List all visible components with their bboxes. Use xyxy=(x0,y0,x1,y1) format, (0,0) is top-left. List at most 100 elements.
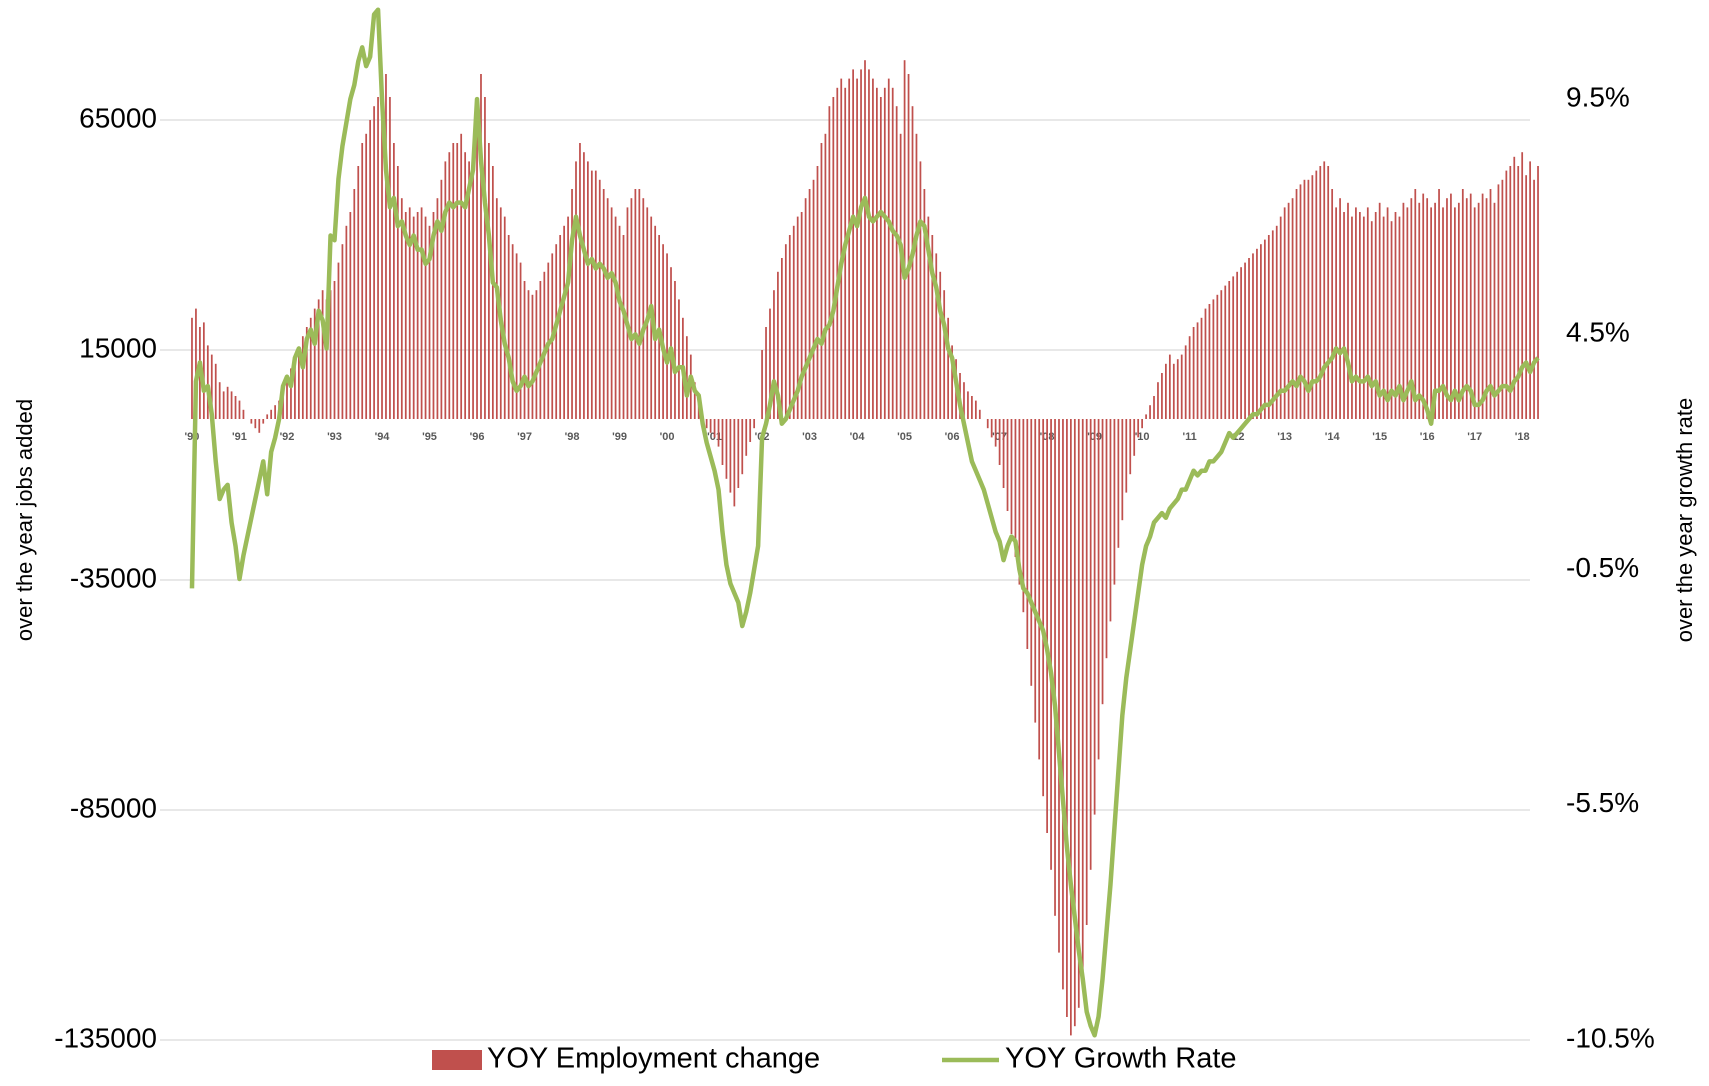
bar xyxy=(1414,189,1417,419)
bar xyxy=(1362,216,1365,419)
bar xyxy=(1311,175,1314,419)
bar xyxy=(978,409,981,419)
x-tick-label: '93 xyxy=(327,431,342,443)
bar xyxy=(1271,230,1274,419)
bar xyxy=(753,419,756,429)
bar xyxy=(1240,267,1242,419)
bar xyxy=(1093,419,1096,815)
bar xyxy=(309,317,312,419)
bar xyxy=(816,166,819,419)
bar xyxy=(583,152,585,419)
bar xyxy=(998,419,1001,465)
bar xyxy=(1069,419,1072,1036)
bar xyxy=(1275,225,1278,419)
bar xyxy=(848,78,851,419)
y-tick-label: -85000 xyxy=(70,792,157,823)
bar xyxy=(1394,212,1397,419)
bar xyxy=(1263,239,1266,419)
y2-tick-label: 9.5% xyxy=(1566,81,1630,112)
bar xyxy=(1382,216,1385,419)
bar xyxy=(1141,419,1143,429)
bar xyxy=(1018,419,1021,585)
bar xyxy=(341,244,344,419)
bar xyxy=(1339,198,1341,419)
y-tick-label: 65000 xyxy=(79,102,157,133)
y-tick-label: -135000 xyxy=(54,1022,157,1053)
bar xyxy=(1398,216,1401,419)
bar xyxy=(1355,207,1357,419)
bar xyxy=(222,391,225,419)
bar xyxy=(614,216,617,419)
bar xyxy=(939,271,942,419)
bar xyxy=(1204,308,1207,419)
bar xyxy=(626,207,629,419)
bar xyxy=(531,294,534,419)
bar xyxy=(357,166,360,419)
legend-swatch xyxy=(432,1050,482,1070)
bar xyxy=(1406,207,1409,419)
y-tick-label: -35000 xyxy=(70,562,157,593)
bar xyxy=(1062,419,1064,990)
bar xyxy=(1232,276,1235,419)
bar xyxy=(666,253,668,419)
bar xyxy=(1438,189,1440,419)
bar xyxy=(935,253,938,419)
x-tick-label: '15 xyxy=(1372,431,1387,443)
bar xyxy=(820,143,823,419)
bar xyxy=(286,382,288,419)
bar xyxy=(602,189,605,419)
bar xyxy=(1216,294,1219,419)
bar xyxy=(250,419,253,424)
bar xyxy=(337,262,340,419)
bar xyxy=(749,419,752,442)
bar xyxy=(800,212,803,419)
bar xyxy=(1256,248,1258,419)
bar xyxy=(1180,354,1183,419)
y2-axis-title: over the year growth rate xyxy=(1672,398,1697,643)
bar xyxy=(899,133,902,420)
bar xyxy=(1168,354,1171,419)
bar xyxy=(567,216,569,419)
bar xyxy=(321,290,324,419)
bar xyxy=(1422,193,1425,419)
y2-tick-label: -5.5% xyxy=(1566,787,1639,818)
bar xyxy=(1291,198,1294,419)
bar xyxy=(535,290,538,419)
bar xyxy=(313,308,316,419)
bar xyxy=(1244,262,1246,419)
bar xyxy=(448,152,451,419)
bar xyxy=(1386,207,1389,419)
bar xyxy=(571,189,573,419)
legend-label: YOY Employment change xyxy=(487,1043,820,1075)
y2-tick-label: -10.5% xyxy=(1566,1022,1655,1053)
bar xyxy=(519,262,522,419)
bar xyxy=(1493,202,1496,419)
bar xyxy=(440,179,443,419)
bar xyxy=(828,106,831,419)
bar xyxy=(792,225,795,419)
bar xyxy=(765,327,767,419)
bar xyxy=(464,152,467,419)
x-tick-label: '95 xyxy=(422,431,437,443)
bar xyxy=(575,161,577,419)
bar xyxy=(974,400,977,419)
bar xyxy=(503,216,506,419)
bar xyxy=(1457,202,1460,419)
bar xyxy=(218,382,221,419)
bar xyxy=(598,179,601,419)
bar xyxy=(381,87,383,420)
bar xyxy=(1097,419,1100,760)
bar xyxy=(404,212,407,419)
bar xyxy=(856,78,858,419)
bar xyxy=(947,317,950,419)
bar xyxy=(1521,152,1524,419)
bar xyxy=(1402,202,1405,419)
bar xyxy=(1390,221,1393,419)
bar xyxy=(1525,175,1528,419)
bar xyxy=(1501,179,1504,419)
bar xyxy=(396,166,399,419)
bar xyxy=(1287,202,1290,419)
bar xyxy=(1042,419,1045,797)
bar xyxy=(254,419,257,429)
bar xyxy=(563,225,565,419)
